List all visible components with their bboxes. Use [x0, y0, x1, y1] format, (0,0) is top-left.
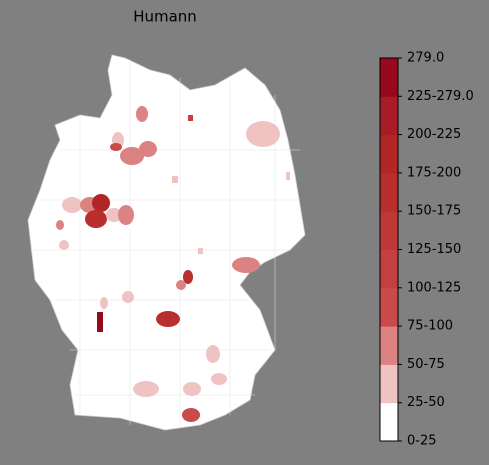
district [172, 176, 178, 183]
district [92, 194, 110, 212]
district [110, 143, 122, 151]
map-title: Humann [133, 8, 197, 26]
colorbar-tick-label: 50-75 [407, 357, 445, 372]
colorbar-segment [380, 134, 398, 174]
district [56, 220, 64, 230]
district [62, 197, 82, 213]
district [156, 311, 180, 327]
colorbar-tick-label: 200-225 [407, 127, 461, 142]
district [133, 381, 159, 397]
district [182, 408, 200, 422]
district [206, 345, 220, 363]
colorbar-segment [380, 96, 398, 136]
colorbar-tick-label: 150-175 [407, 204, 461, 219]
colorbar-segment [380, 249, 398, 289]
district [183, 270, 193, 284]
district [198, 248, 203, 254]
district-lines [30, 60, 300, 428]
colorbar-tick-label: 279.0 [407, 51, 444, 66]
district [97, 312, 103, 332]
colorbar: 0-25 25-50 50-75 75-100 100-125 125-150 150-17… [379, 51, 474, 449]
district [232, 257, 260, 273]
district [183, 382, 201, 396]
colorbar-tick-label: 175-200 [407, 165, 461, 180]
district [120, 147, 144, 165]
colorbar-tick-label: 25-50 [407, 395, 445, 410]
district [106, 208, 122, 222]
colorbar-tick-label: 75-100 [407, 319, 453, 334]
germany-map [27, 54, 306, 431]
colorbar-segment [380, 172, 398, 212]
district [211, 373, 227, 385]
district [188, 115, 193, 121]
colorbar-segment [380, 287, 398, 327]
country-outline [27, 54, 306, 431]
district [136, 106, 148, 122]
district [139, 141, 157, 157]
colorbar-tick-label: 100-125 [407, 280, 461, 295]
district [122, 291, 134, 303]
district [176, 280, 186, 290]
colorbar-tick-label: 225-279.0 [407, 89, 474, 104]
district [286, 172, 290, 180]
colorbar-segment [380, 364, 398, 404]
highlighted-districts [56, 106, 290, 422]
district [85, 210, 107, 228]
district [59, 240, 69, 250]
colorbar-segment [380, 402, 398, 442]
district [246, 121, 280, 147]
colorbar-tick-label: 0-25 [407, 434, 437, 449]
colorbar-segment [380, 326, 398, 365]
district [118, 205, 134, 225]
colorbar-segment [380, 58, 398, 97]
district [100, 297, 108, 309]
colorbar-tick-label: 125-150 [407, 242, 461, 257]
colorbar-segment [380, 211, 398, 250]
